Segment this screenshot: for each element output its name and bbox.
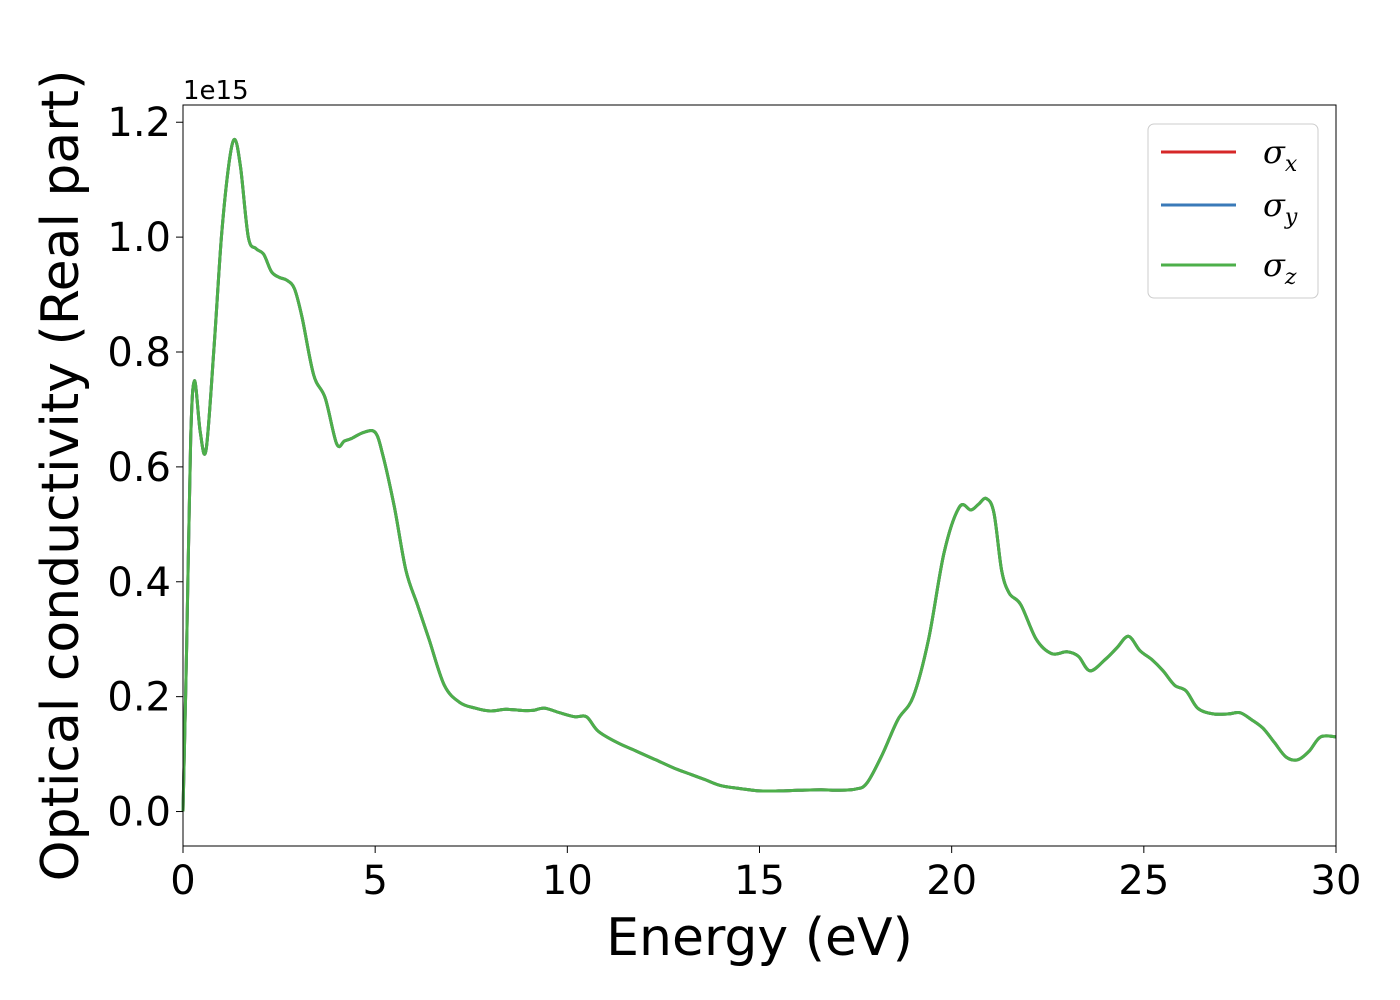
legend-subscript: y xyxy=(1284,205,1298,230)
x-tick-label: 25 xyxy=(1118,858,1169,904)
legend-label: σx xyxy=(1263,133,1298,177)
legend-box xyxy=(1147,123,1319,299)
y-tick-label: 0.4 xyxy=(107,560,171,606)
legend-subscript: x xyxy=(1285,152,1298,177)
series-line-σz xyxy=(181,137,1337,812)
y-tick-label: 0.2 xyxy=(107,675,171,721)
y-offset-label: 1e15 xyxy=(183,76,249,106)
x-tick-label: 0 xyxy=(170,858,195,904)
legend-symbol: σ xyxy=(1263,133,1286,171)
series-layer xyxy=(181,137,1337,812)
y-tick-label: 0.0 xyxy=(107,790,171,836)
legend-subscript: z xyxy=(1284,265,1297,290)
y-tick-label: 1.2 xyxy=(107,100,171,146)
ticks-layer: 0 5 10 15 20 25 30 0.0 0.2 0.4 0.6 0.8 1.0 1.2 xyxy=(107,100,1361,904)
x-tick-label: 5 xyxy=(362,858,387,904)
legend-symbol: σ xyxy=(1263,186,1286,224)
x-axis-title: Energy (eV) xyxy=(606,908,913,968)
y-tick-label: 0.8 xyxy=(107,330,171,376)
legend-label: σy xyxy=(1263,186,1298,230)
x-tick-label: 30 xyxy=(1311,858,1362,904)
y-tick-label: 0.6 xyxy=(107,445,171,491)
x-tick-label: 20 xyxy=(926,858,977,904)
x-tick-label: 15 xyxy=(734,858,785,904)
legend-symbol: σ xyxy=(1263,246,1286,284)
y-axis-title: Optical conductivity (Real part) xyxy=(31,70,91,882)
y-tick-label: 1.0 xyxy=(107,215,171,261)
x-tick-label: 10 xyxy=(542,858,593,904)
legend-label: σz xyxy=(1263,246,1297,290)
